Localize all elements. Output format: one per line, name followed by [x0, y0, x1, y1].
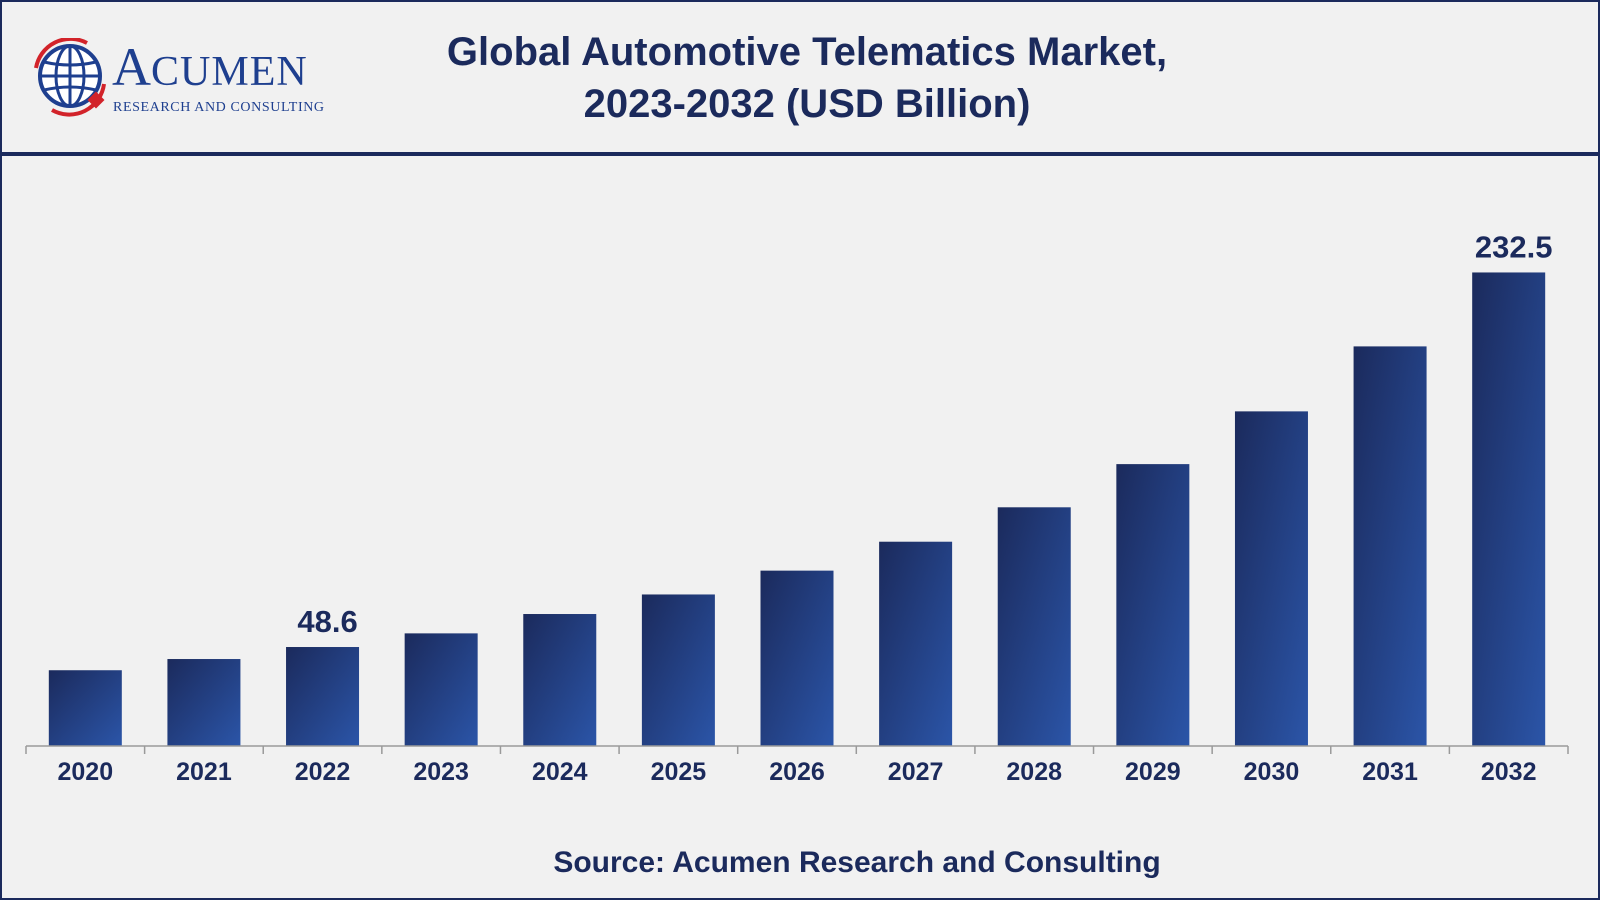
chart-title-line-1: Global Automotive Telematics Market,	[446, 30, 1168, 74]
bar-2024	[523, 614, 597, 746]
logo: ACUMEN RESEARCH AND CONSULTING	[32, 36, 362, 118]
data-label-2032: 232.5	[1475, 229, 1553, 264]
header: ACUMEN RESEARCH AND CONSULTING Global Au…	[2, 2, 1598, 152]
data-label-2022: 48.6	[297, 604, 357, 639]
logo-subtitle: RESEARCH AND CONSULTING	[113, 100, 325, 115]
bar-2028	[997, 507, 1071, 746]
x-tick-label-2028: 2028	[1006, 758, 1062, 786]
bar-2031	[1353, 346, 1427, 746]
x-tick-label-2027: 2027	[888, 758, 944, 786]
bar-2032	[1472, 272, 1546, 746]
bar-2027	[879, 541, 953, 746]
bar-2030	[1234, 411, 1308, 746]
x-tick-label-2026: 2026	[769, 758, 825, 786]
x-tick-label-2020: 2020	[57, 758, 113, 786]
x-tick-label-2024: 2024	[532, 758, 588, 786]
bar-2029	[1116, 464, 1190, 746]
x-tick-label-2025: 2025	[651, 758, 707, 786]
bar-2025	[641, 594, 715, 746]
bar-2022	[286, 647, 360, 746]
header-divider	[2, 152, 1598, 156]
x-tick-label-2030: 2030	[1244, 758, 1300, 786]
chart-title: Global Automotive Telematics Market, 202…	[362, 26, 1252, 130]
x-tick-label-2032: 2032	[1481, 758, 1537, 786]
bar-2026	[760, 570, 834, 746]
bar-2020	[48, 670, 122, 746]
bar-2023	[404, 633, 478, 746]
globe-icon	[34, 36, 106, 117]
x-tick-label-2031: 2031	[1362, 758, 1418, 786]
chart-title-line-2: 2023-2032 (USD Billion)	[583, 82, 1031, 126]
x-tick-label-2022: 2022	[295, 758, 351, 786]
bar-2021	[167, 659, 241, 746]
x-tick-label-2023: 2023	[413, 758, 469, 786]
source-note: Source: Acumen Research and Consulting	[553, 846, 1161, 879]
x-tick-label-2029: 2029	[1125, 758, 1181, 786]
logo-wordmark: ACUMEN	[112, 37, 308, 97]
x-tick-label-2021: 2021	[176, 758, 232, 786]
